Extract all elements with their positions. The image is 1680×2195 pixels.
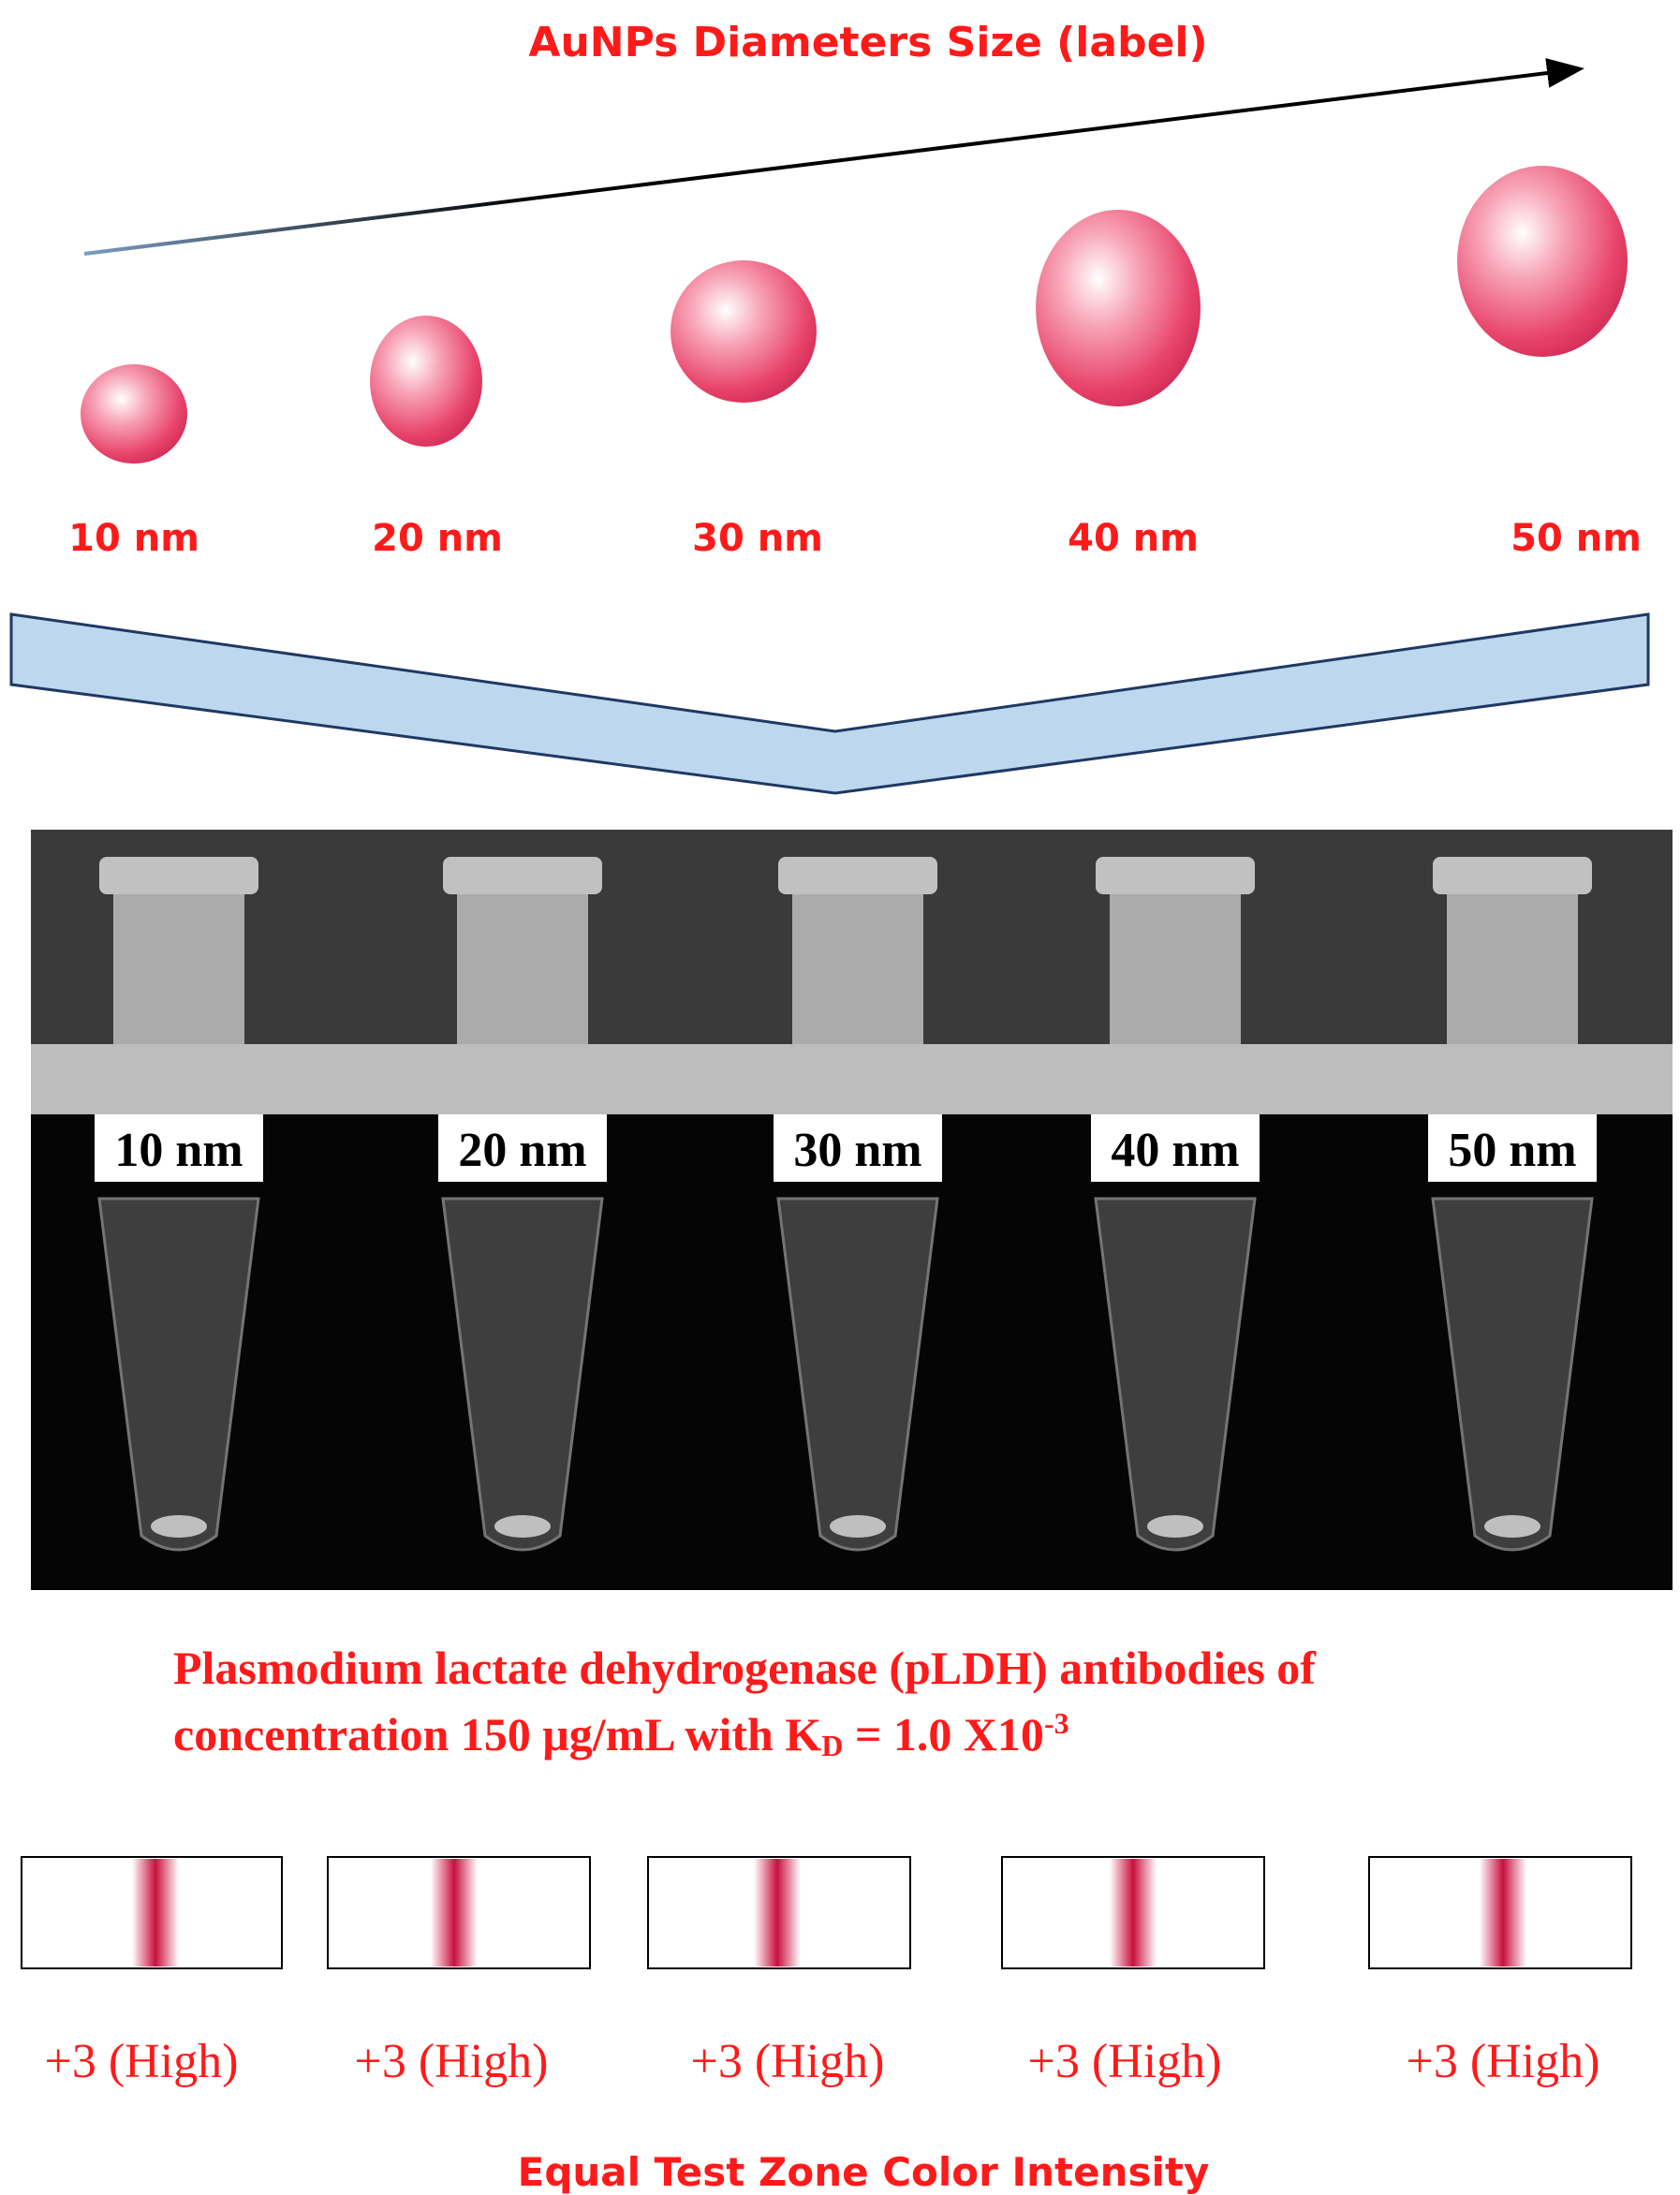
size-label: 10 nm bbox=[68, 517, 199, 560]
test-band bbox=[431, 1859, 478, 1967]
tube-lid bbox=[113, 894, 244, 1044]
tube-pellet bbox=[830, 1515, 886, 1538]
tube-label: 30 nm bbox=[793, 1124, 921, 1177]
size-arrow bbox=[83, 58, 1584, 256]
size-label: 50 nm bbox=[1511, 517, 1642, 560]
test-band bbox=[1480, 1859, 1526, 1967]
tube-cap bbox=[99, 857, 258, 894]
nanoparticle bbox=[671, 260, 817, 403]
size-label: 20 nm bbox=[372, 517, 503, 560]
test-strips bbox=[21, 1856, 1632, 1969]
tube-lid bbox=[1447, 894, 1578, 1044]
tube-label: 40 nm bbox=[1111, 1124, 1239, 1177]
tube-pellet bbox=[1484, 1515, 1540, 1538]
superscript: -3 bbox=[1044, 1706, 1069, 1740]
tube-label: 50 nm bbox=[1448, 1124, 1576, 1177]
footer: Equal Test Zone Color Intensity bbox=[518, 2149, 1210, 2195]
tube-pellet bbox=[494, 1515, 551, 1538]
size-label: 40 nm bbox=[1068, 517, 1199, 560]
tube-cap bbox=[778, 857, 937, 894]
tube-cap bbox=[1433, 857, 1592, 894]
result-label: +3 (High) bbox=[1028, 2035, 1222, 2088]
tube-body bbox=[1431, 1197, 1594, 1552]
tube-label-box bbox=[95, 1114, 263, 1182]
tube-pellet bbox=[1147, 1515, 1203, 1538]
spheres bbox=[81, 166, 1628, 464]
tube-pellet bbox=[151, 1515, 207, 1538]
tube-body bbox=[97, 1197, 260, 1552]
nanoparticle bbox=[1036, 210, 1201, 406]
nanoparticle bbox=[81, 364, 187, 464]
test-band bbox=[132, 1859, 179, 1967]
title: AuNPs Diameters Size (label) bbox=[528, 19, 1207, 66]
result-label: +3 (High) bbox=[1407, 2035, 1600, 2088]
description-line: concentration 150 μg/mL with KD = 1.0 X1… bbox=[173, 1706, 1069, 1762]
description-text: = 1.0 X10 bbox=[843, 1708, 1044, 1760]
result-label: +3 (High) bbox=[355, 2035, 549, 2088]
tube-body bbox=[1094, 1197, 1257, 1552]
tube-label-box bbox=[1091, 1114, 1260, 1182]
tube-label: 20 nm bbox=[458, 1124, 586, 1177]
tube-lid bbox=[457, 894, 588, 1044]
nanoparticle bbox=[1457, 166, 1628, 357]
size-label: 30 nm bbox=[692, 517, 823, 560]
tube-body bbox=[776, 1197, 939, 1552]
chevron bbox=[9, 612, 1650, 795]
tube-label-box bbox=[1428, 1114, 1597, 1182]
description-line: Plasmodium lactate dehydrogenase (pLDH) … bbox=[173, 1642, 1317, 1694]
tube-label: 10 nm bbox=[114, 1124, 243, 1177]
tube-label-box bbox=[438, 1114, 607, 1182]
tube-label-box bbox=[774, 1114, 942, 1182]
tube-cap bbox=[443, 857, 602, 894]
tube-photo: 10 nm 20 nm 30 nm 40 nm 50 nm bbox=[31, 830, 1673, 1590]
nanoparticle bbox=[370, 316, 482, 447]
subscript: D bbox=[821, 1729, 843, 1762]
test-band bbox=[1110, 1859, 1157, 1967]
tube-body bbox=[441, 1197, 604, 1552]
tube-cap bbox=[1096, 857, 1255, 894]
rack-shelf bbox=[31, 1044, 1673, 1114]
tube-lid bbox=[1110, 894, 1241, 1044]
result-label: +3 (High) bbox=[45, 2035, 239, 2088]
test-band bbox=[754, 1859, 801, 1967]
tube-lid bbox=[792, 894, 923, 1044]
result-label: +3 (High) bbox=[691, 2035, 885, 2088]
description-text: concentration 150 μg/mL with K bbox=[173, 1708, 821, 1760]
